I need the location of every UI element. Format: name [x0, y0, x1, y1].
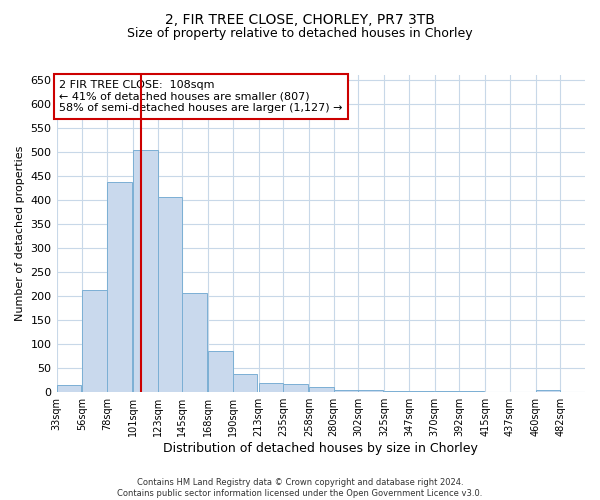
Bar: [182, 292, 207, 392]
Bar: [283, 384, 308, 392]
Bar: [158, 196, 182, 392]
Bar: [82, 290, 107, 392]
Bar: [358, 390, 383, 392]
Bar: [309, 388, 334, 392]
Bar: [107, 182, 132, 392]
Bar: [536, 390, 560, 392]
Bar: [208, 352, 233, 392]
Bar: [384, 391, 409, 392]
Bar: [56, 385, 81, 392]
Text: Contains HM Land Registry data © Crown copyright and database right 2024.
Contai: Contains HM Land Registry data © Crown c…: [118, 478, 482, 498]
Bar: [133, 150, 158, 392]
Text: 2, FIR TREE CLOSE, CHORLEY, PR7 3TB: 2, FIR TREE CLOSE, CHORLEY, PR7 3TB: [165, 12, 435, 26]
Text: Size of property relative to detached houses in Chorley: Size of property relative to detached ho…: [127, 28, 473, 40]
Bar: [259, 382, 283, 392]
Bar: [460, 391, 484, 392]
X-axis label: Distribution of detached houses by size in Chorley: Distribution of detached houses by size …: [163, 442, 478, 455]
Bar: [409, 391, 434, 392]
Y-axis label: Number of detached properties: Number of detached properties: [15, 146, 25, 322]
Bar: [334, 390, 358, 392]
Bar: [233, 374, 257, 392]
Bar: [434, 391, 460, 392]
Text: 2 FIR TREE CLOSE:  108sqm
← 41% of detached houses are smaller (807)
58% of semi: 2 FIR TREE CLOSE: 108sqm ← 41% of detach…: [59, 80, 343, 113]
